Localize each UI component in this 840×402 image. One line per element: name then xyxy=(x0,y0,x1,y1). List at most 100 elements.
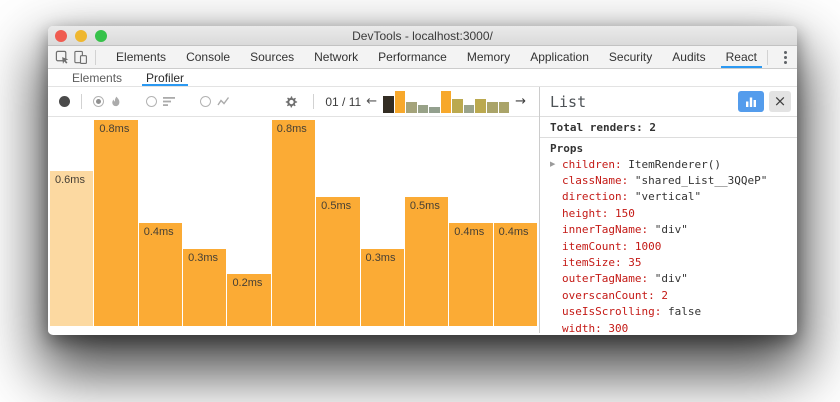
snapshot-bar[interactable] xyxy=(487,101,498,113)
titlebar: DevTools - localhost:3000/ xyxy=(48,26,797,46)
snapshot-counter: 01 / 11 xyxy=(325,94,362,109)
inspect-element-icon[interactable] xyxy=(54,46,72,68)
commit-bar-0-4ms[interactable]: 0.4ms xyxy=(493,223,537,326)
divider xyxy=(766,49,768,65)
settings-gear-icon[interactable] xyxy=(280,87,302,116)
prop-colon: : xyxy=(595,321,609,333)
close-window-button[interactable] xyxy=(55,29,67,42)
prop-key: children xyxy=(562,157,615,171)
minimize-window-button[interactable] xyxy=(75,29,87,42)
snapshot-bar[interactable] xyxy=(394,90,406,113)
commit-bar-0-4ms[interactable]: 0.4ms xyxy=(138,223,183,326)
bar-label: 0.4ms xyxy=(498,226,529,238)
prop-key: className xyxy=(562,174,622,188)
prop-colon: : xyxy=(621,239,635,253)
next-snapshot-button[interactable]: → xyxy=(515,94,526,109)
commit-bar-0-3ms[interactable]: 0.3ms xyxy=(360,249,404,326)
snapshot-bar[interactable] xyxy=(406,101,417,113)
prop-colon: : xyxy=(648,288,662,302)
commit-bar-0-6ms[interactable]: 0.6ms xyxy=(50,171,94,326)
commit-bar-0-8ms[interactable]: 0.8ms xyxy=(94,120,138,326)
snapshot-bar[interactable] xyxy=(383,95,394,113)
main-tab-elements[interactable]: Elements xyxy=(116,50,167,64)
prop-row-width: ▶ width: 300 xyxy=(550,320,787,333)
subtab-elements[interactable]: Elements xyxy=(72,70,123,85)
props-heading: Props xyxy=(550,141,584,155)
commit-bar-0-2ms[interactable]: 0.2ms xyxy=(227,274,271,326)
bar-label: 0.4ms xyxy=(454,226,485,238)
prop-row-classname: ▶ className: "shared_List__3QQeP" xyxy=(550,172,787,188)
expand-arrow-icon[interactable]: ▶ xyxy=(550,160,556,169)
main-tab-application[interactable]: Application xyxy=(530,50,589,64)
prop-value: 1000 xyxy=(634,239,662,253)
component-chart-button[interactable] xyxy=(738,91,764,112)
prop-key: useIsScrolling xyxy=(562,305,655,319)
prop-row-itemcount: ▶ itemCount: 1000 xyxy=(550,238,787,254)
subtab-profiler[interactable]: Profiler xyxy=(134,69,196,86)
main-tab-security[interactable]: Security xyxy=(608,50,653,64)
prop-colon: : xyxy=(641,272,655,286)
prop-colon: : xyxy=(621,174,635,188)
prop-key: overscanCount xyxy=(562,288,649,302)
snapshot-bar[interactable] xyxy=(452,98,463,113)
commit-bar-0-8ms[interactable]: 0.8ms xyxy=(271,120,316,326)
prop-value: 300 xyxy=(608,321,629,333)
radio-icon xyxy=(146,96,157,107)
radio-icon xyxy=(200,96,211,107)
prop-key: width xyxy=(562,321,596,333)
view-ranked-radio[interactable] xyxy=(146,96,176,107)
snapshot-bar[interactable] xyxy=(417,104,429,113)
prev-snapshot-button[interactable]: ← xyxy=(366,94,378,109)
react-subtabs: Elements Profiler xyxy=(48,69,797,87)
prop-key: itemCount xyxy=(562,239,622,253)
main-tab-sources[interactable]: Sources xyxy=(250,50,295,64)
prop-key: outerTagName xyxy=(562,272,642,286)
interactions-chart-icon xyxy=(217,96,230,107)
prop-colon: : xyxy=(641,223,655,237)
snapshot-bar[interactable] xyxy=(429,106,440,113)
main-tab-performance[interactable]: Performance xyxy=(378,50,447,64)
main-tab-audits[interactable]: Audits xyxy=(672,50,706,64)
prop-value: "div" xyxy=(654,272,688,286)
prop-row-useisscrolling: ▶ useIsScrolling: false xyxy=(550,304,787,320)
prop-colon: : xyxy=(614,157,629,171)
prop-row-outertagname: ▶ outerTagName: "div" xyxy=(550,271,787,287)
record-button[interactable] xyxy=(59,96,70,107)
bar-label: 0.6ms xyxy=(55,174,85,186)
prop-key: itemSize xyxy=(562,256,615,270)
snapshot-bar[interactable] xyxy=(440,90,452,113)
divider xyxy=(313,94,315,109)
view-flamegraph-radio[interactable] xyxy=(93,96,122,108)
commit-bar-chart: 0.6ms 0.8ms 0.4ms 0.3ms 0.2ms 0.8ms 0. xyxy=(48,117,539,333)
bar-label: 0.2ms xyxy=(232,277,263,289)
close-panel-button[interactable]: × xyxy=(769,91,791,112)
commit-bar-0-5ms[interactable]: 0.5ms xyxy=(404,197,449,326)
snapshot-bar[interactable] xyxy=(475,98,487,113)
component-details-panel: List × Total renders: 2 Props xyxy=(540,87,797,333)
commit-bar-0-3ms[interactable]: 0.3ms xyxy=(183,249,227,326)
more-options-icon[interactable] xyxy=(774,50,797,64)
device-toolbar-icon[interactable] xyxy=(72,46,90,68)
snapshot-strip xyxy=(382,89,511,114)
divider xyxy=(95,49,97,65)
main-tab-memory[interactable]: Memory xyxy=(466,50,511,64)
commit-bar-0-5ms[interactable]: 0.5ms xyxy=(316,197,360,326)
ranked-chart-icon xyxy=(163,96,176,107)
prop-value: false xyxy=(667,305,702,319)
bar-label: 0.8ms xyxy=(99,123,130,135)
main-tab-react[interactable]: React xyxy=(716,46,767,68)
component-name: List xyxy=(550,92,587,111)
prop-row-overscancount: ▶ overscanCount: 2 xyxy=(550,287,787,303)
main-tab-console[interactable]: Console xyxy=(186,50,231,64)
snapshot-bar[interactable] xyxy=(498,101,510,113)
main-tab-network[interactable]: Network xyxy=(314,50,359,64)
snapshot-bar[interactable] xyxy=(463,104,475,113)
zoom-window-button[interactable] xyxy=(95,29,107,42)
prop-value: "div" xyxy=(654,223,688,237)
commit-bar-0-4ms[interactable]: 0.4ms xyxy=(449,223,493,326)
props-section: Props ▶ children: ItemRenderer() ▶ class… xyxy=(540,138,797,334)
view-interactions-radio[interactable] xyxy=(200,96,230,107)
prop-key: height xyxy=(562,206,602,220)
prop-key: direction xyxy=(562,190,622,204)
